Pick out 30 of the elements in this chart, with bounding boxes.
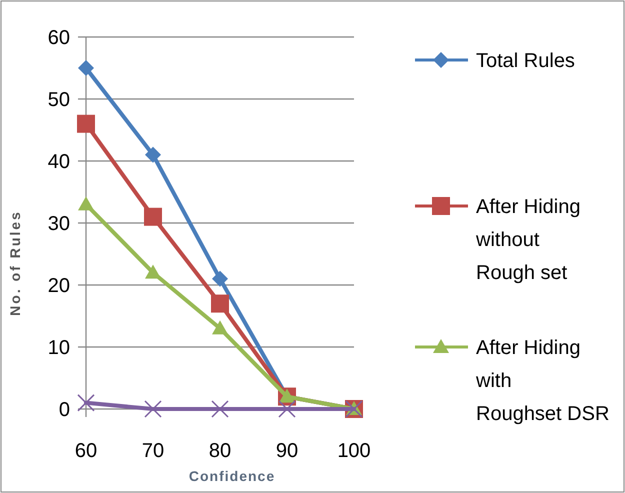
y-tick-label: 20 [48,275,70,297]
x-tick-label: 80 [208,440,232,462]
point [77,114,95,133]
point [211,400,229,418]
point [212,270,228,287]
point [145,146,161,163]
point [144,208,162,226]
point [78,60,94,76]
legend-label: After Hiding without Rough set [475,196,580,284]
point [212,320,228,334]
legend-label: Total Rules [476,50,575,72]
point [211,294,229,313]
point [78,196,94,210]
point [278,400,296,418]
y-tick-label: 10 [48,337,70,359]
x-tick-label: 60 [74,440,98,462]
x-tick-label: 100 [337,440,371,462]
y-tick-label: 0 [58,399,70,421]
y-tick-label: 40 [48,151,70,173]
y-tick-label: 50 [48,89,70,111]
point [77,394,95,412]
x-axis-title: Confidence [188,468,276,484]
point [144,400,162,418]
y-axis-title: No. of Rules [7,210,23,316]
y-tick-label: 60 [48,27,70,49]
legend-label: After Hiding with Roughset DSR [475,337,610,425]
x-tick-label: 90 [276,440,298,462]
y-tick-label: 30 [48,213,70,235]
point [145,264,161,279]
x-tick-label: 70 [142,440,164,462]
